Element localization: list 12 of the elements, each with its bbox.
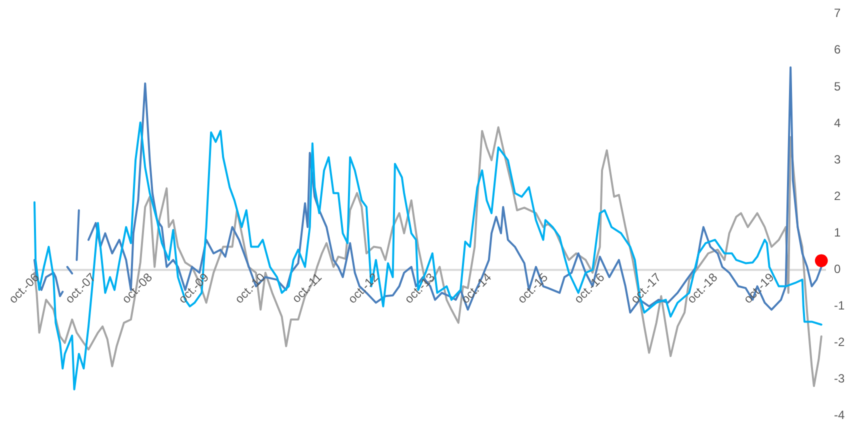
y-tick-label: 3 [834, 152, 841, 166]
y-tick-label: 0 [834, 262, 841, 276]
y-tick-label: 2 [834, 188, 841, 203]
y-tick-label: 4 [834, 116, 841, 130]
y-tick-label: -1 [834, 298, 845, 313]
y-tick-label: 1 [834, 225, 841, 240]
y-tick-label: -3 [834, 372, 845, 386]
y-tick-label: -4 [834, 408, 845, 422]
y-tick-label: 5 [834, 79, 841, 94]
y-tick-label: 7 [834, 6, 841, 20]
y-tick-label: 6 [834, 42, 841, 57]
y-tick-label: -2 [834, 335, 845, 350]
